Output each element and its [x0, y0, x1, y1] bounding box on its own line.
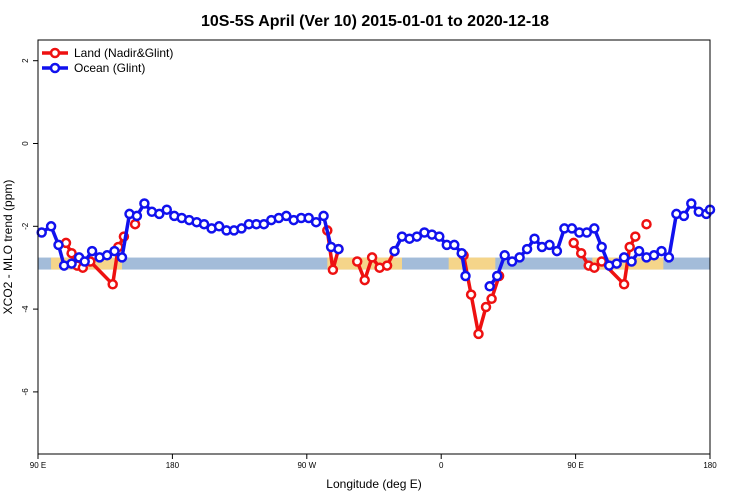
series-1-point-0-37: [310, 216, 322, 228]
series-1-point-2-9: [551, 245, 563, 257]
legend-label-1: Ocean (Glint): [74, 61, 145, 75]
series-0-point-4-1: [465, 289, 477, 300]
series-1-point-2-15: [596, 241, 607, 253]
series-1-point-0-36: [303, 212, 314, 224]
series-1-point-0-11: [116, 252, 128, 263]
series-1-point-0-4: [66, 258, 77, 269]
plot-frame: [37, 39, 711, 455]
y-tick-label-3: -4: [21, 305, 30, 313]
x-axis: 90 E 180 90 W 0 90 E 180: [30, 454, 717, 470]
series-1-point-2-2: [499, 250, 510, 261]
series-1-point-0-6: [79, 256, 90, 267]
y-tick-label-4: -6: [21, 388, 30, 396]
series-0-point-5-0: [568, 237, 579, 249]
series-1-point-2-26: [678, 210, 690, 222]
series-1-point-2-24: [663, 252, 675, 263]
series-1-point-2-4: [514, 252, 525, 263]
series-1-point-0-0: [36, 227, 47, 238]
series-1-point-0-17: [161, 204, 173, 215]
x-tick-label-5: 180: [703, 461, 717, 470]
series-1-point-2-13: [581, 227, 593, 238]
y-tick-label-1: 0: [21, 141, 30, 146]
series-0-point-5-5: [618, 279, 630, 290]
series-1-point-2-0: [484, 281, 495, 292]
series-1-point-1-3: [411, 231, 423, 242]
series-1-point-2-3: [506, 256, 518, 267]
series-0-point-3-1: [359, 274, 370, 286]
series-1-point-0-38: [318, 210, 329, 222]
series-1-point-2-6: [529, 233, 540, 244]
series-0-point-0-1: [66, 247, 77, 259]
series-1-line-0: [40, 201, 339, 268]
series-0-point-5-1: [575, 247, 587, 259]
series-1-point-0-22: [198, 218, 210, 230]
series-0-point-5-3: [589, 262, 600, 273]
series-1-point-2-19: [626, 256, 637, 267]
series-0-point-4-3: [480, 301, 492, 313]
series-0-point-1-0: [129, 218, 141, 230]
series-1-point-0-2: [53, 239, 64, 251]
plot-area: [36, 198, 716, 340]
series-0-point-4-2: [473, 328, 484, 340]
series-1-point-0-30: [258, 218, 270, 230]
y-axis-label: XCO2 - MLO trend (ppm): [1, 180, 15, 315]
series-1-point-0-24: [213, 221, 225, 232]
series-1-point-0-1: [45, 221, 57, 232]
series-0-point-0-5: [107, 279, 118, 290]
series-1-point-2-8: [544, 239, 555, 251]
series-1-point-2-23: [656, 245, 667, 257]
x-axis-label: Longitude (deg E): [326, 477, 421, 491]
series-0-point-3-0: [351, 256, 363, 267]
x-tick-label-0: 90 E: [30, 461, 46, 470]
series-0-point-5-7: [630, 231, 641, 242]
series-1-point-1-6: [434, 231, 445, 242]
x-tick-label-1: 180: [166, 461, 180, 470]
series-1-point-1-9: [456, 247, 467, 259]
series-1-point-2-17: [611, 258, 622, 269]
series-0-point-3-2: [366, 252, 378, 263]
x-tick-label-2: 90 W: [297, 461, 316, 470]
series-1-point-2-22: [648, 250, 660, 261]
series-1-point-1-8: [449, 239, 460, 251]
series-1-point-2-20: [633, 245, 645, 257]
series-1-point-2-1: [491, 270, 503, 282]
series-1-point-0-7: [86, 245, 98, 257]
legend-marker-0: [49, 47, 61, 59]
series-1-point-0-9: [101, 250, 113, 261]
y-tick-label-0: 2: [21, 58, 30, 63]
series-1-point-0-13: [131, 210, 143, 222]
series-0-point-6-0: [641, 218, 652, 230]
series-1-point-0-40: [333, 243, 344, 255]
x-tick-label-3: 0: [439, 461, 444, 470]
chart-title: 10S-5S April (Ver 10) 2015-01-01 to 2020…: [201, 13, 549, 30]
land-span-2: [448, 257, 496, 270]
series-1-point-1-0: [389, 245, 400, 257]
series-0-point-5-6: [624, 241, 635, 253]
y-tick-label-2: -2: [21, 222, 30, 230]
series-1-point-0-10: [109, 245, 120, 257]
series-0-point-2-1: [327, 264, 339, 276]
y-axis: 2 0 -2 -4 -6: [21, 58, 38, 396]
series-0-point-4-4: [486, 293, 497, 305]
legend-label-0: Land (Nadir&Glint): [74, 46, 173, 60]
series-1-point-2-11: [566, 223, 578, 234]
series-1-point-0-16: [154, 208, 165, 220]
series-1-point-1-10: [460, 270, 471, 282]
series-1-point-2-27: [686, 198, 697, 209]
series-1: [36, 198, 716, 292]
series-1-point-2-18: [618, 252, 630, 263]
legend-marker-1: [49, 62, 61, 74]
series-1-point-2-5: [521, 243, 533, 255]
legend: Land (Nadir&Glint)Ocean (Glint): [42, 46, 173, 75]
series-0-point-3-4: [381, 260, 393, 271]
x-tick-label-4: 90 E: [567, 461, 583, 470]
series-1-point-0-14: [139, 198, 150, 209]
series-1-point-0-33: [281, 210, 292, 222]
series-1-point-2-14: [589, 223, 600, 234]
series-1-point-0-27: [236, 223, 247, 234]
